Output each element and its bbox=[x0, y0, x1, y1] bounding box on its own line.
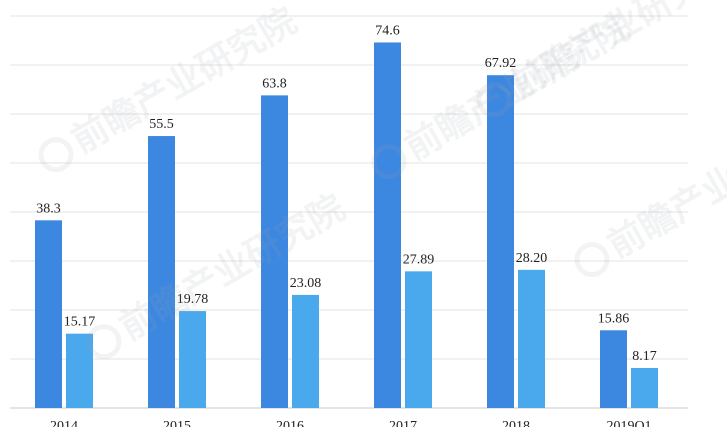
data-label-2017-series2: 27.89 bbox=[403, 252, 435, 267]
bar-2018-series1 bbox=[487, 75, 514, 408]
qianzhan-logo-icon bbox=[38, 137, 74, 173]
bar-2014-series2 bbox=[66, 333, 93, 408]
bars bbox=[35, 42, 658, 409]
data-label-2014-series2: 15.17 bbox=[64, 315, 96, 330]
data-label-2016-series2: 23.08 bbox=[290, 276, 322, 291]
qianzhan-logo-icon bbox=[86, 324, 122, 360]
bar-2017-series1 bbox=[374, 42, 401, 409]
data-label-2018-series2: 28.20 bbox=[516, 251, 548, 266]
watermark-text: 前瞻产业研究院 bbox=[601, 105, 727, 267]
bar-2014-series1 bbox=[35, 220, 62, 408]
bar-2019Q1-series2 bbox=[631, 367, 658, 408]
data-label-2019Q1-series2: 8.17 bbox=[632, 349, 657, 364]
bar-2019Q1-series1 bbox=[600, 330, 627, 408]
bar-2015-series1 bbox=[148, 136, 175, 409]
bar-2016-series2 bbox=[292, 294, 319, 408]
data-label-2019Q1-series1: 15.86 bbox=[598, 311, 630, 326]
x-tick-2019Q1: 2019Q1 bbox=[606, 419, 651, 427]
data-label-2015-series2: 19.78 bbox=[177, 292, 209, 307]
x-tick-labels: 2014 2015 2016 2017 2018 2019Q1 bbox=[50, 419, 652, 427]
data-label-2015-series1: 55.5 bbox=[149, 117, 174, 132]
x-tick-2018: 2018 bbox=[502, 419, 530, 427]
bar-2015-series2 bbox=[179, 311, 206, 408]
x-tick-2014: 2014 bbox=[50, 419, 78, 427]
data-label-2017-series1: 74.6 bbox=[375, 23, 400, 38]
x-tick-2016: 2016 bbox=[276, 419, 304, 427]
watermark: 前瞻产业研究院 bbox=[574, 105, 727, 278]
gridlines bbox=[10, 15, 688, 409]
bar-2017-series2 bbox=[405, 271, 432, 408]
data-labels: 38.3 15.17 55.5 19.78 63.8 23.08 74.6 27.89 67.9… bbox=[36, 23, 657, 364]
qianzhan-logo-icon bbox=[476, 82, 512, 118]
data-label-2014-series1: 38.3 bbox=[36, 201, 61, 216]
qianzhan-logo-icon bbox=[574, 242, 610, 278]
bar-2016-series1 bbox=[261, 95, 288, 408]
x-tick-2015: 2015 bbox=[163, 419, 191, 427]
data-label-2016-series1: 63.8 bbox=[262, 76, 287, 91]
x-tick-2017: 2017 bbox=[389, 419, 417, 427]
data-label-2018-series1: 67.92 bbox=[485, 56, 517, 71]
bar-2018-series2 bbox=[518, 269, 545, 408]
qianzhan-logo-icon bbox=[371, 144, 407, 180]
